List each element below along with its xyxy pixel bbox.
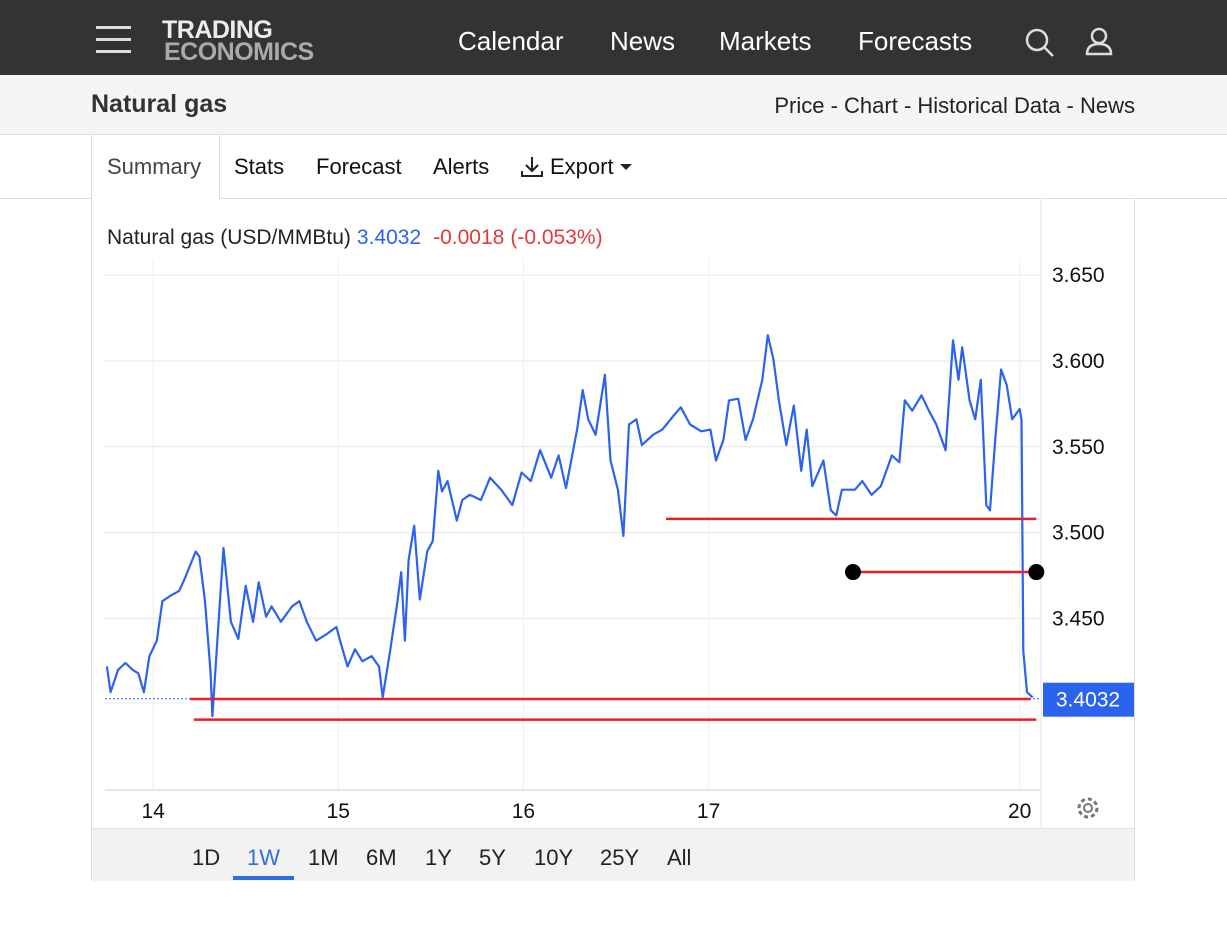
logo[interactable]: TRADING (162, 16, 273, 44)
y-tick-label: 3.500 (1052, 522, 1105, 545)
header-links[interactable]: Price - Chart - Historical Data - News (774, 93, 1135, 118)
tab[interactable]: Export (550, 154, 614, 179)
tab[interactable]: Summary (107, 154, 202, 179)
legend-change: -0.0018 (433, 226, 504, 249)
drawn-endpoint (1028, 564, 1045, 581)
sub-header: Natural gas Price - Chart - Historical D… (0, 75, 1227, 135)
caret (620, 164, 632, 170)
legend: Natural gas (USD/MMBtu) 3.4032 -0.0018 (-0.… (107, 226, 603, 249)
price-line (105, 334, 1034, 718)
y-tick-label: 3.550 (1052, 436, 1105, 459)
x-tick-label: 15 (327, 800, 350, 823)
download-icon (521, 157, 543, 177)
legend-title: Natural gas (USD/MMBtu) (107, 226, 351, 249)
drawn-endpoint (845, 564, 861, 581)
chart: Natural gas (USD/MMBtu) 3.4032 -0.0018 (-0.… (105, 198, 1134, 828)
x-tick-label: 17 (697, 800, 720, 823)
y-tick-label: 3.650 (1052, 264, 1105, 287)
y-tick-label: 3.600 (1052, 350, 1105, 373)
nav-link[interactable]: Calendar (458, 26, 564, 56)
menu-icon[interactable] (96, 26, 132, 54)
nav-bar: TRADING ECONOMICS Calendar News Markets … (0, 0, 1227, 75)
range-bar (92, 828, 1134, 881)
range-button[interactable]: All (667, 845, 692, 870)
tab[interactable]: Stats (234, 154, 285, 179)
price-tag-label: 3.4032 (1056, 689, 1120, 712)
settings-icon[interactable] (1077, 797, 1099, 819)
nav-link[interactable]: Markets (719, 26, 812, 56)
range-button[interactable]: 10Y (534, 845, 574, 870)
tab[interactable]: Forecast (316, 154, 402, 179)
range-button[interactable]: 1Y (425, 845, 452, 870)
range-button[interactable]: 5Y (479, 845, 506, 870)
search-icon[interactable] (1025, 28, 1055, 58)
user-icon[interactable] (1085, 27, 1113, 57)
range-button[interactable]: 1D (192, 845, 221, 870)
range-button[interactable]: 1M (308, 845, 339, 870)
tab-bar: Summary Stats Forecast Alerts Export (0, 135, 1227, 199)
x-tick-label: 20 (1008, 800, 1031, 823)
range-underline (233, 876, 294, 880)
price-tag (1043, 682, 1134, 717)
range-button[interactable]: 1W (247, 845, 280, 870)
logo[interactable]: ECONOMICS (164, 38, 314, 66)
range-button[interactable]: 6M (366, 845, 397, 870)
page-title: Natural gas (91, 90, 228, 118)
tab[interactable]: Alerts (433, 154, 490, 179)
active-tab-bg (91, 135, 220, 199)
range-button[interactable]: 25Y (600, 845, 640, 870)
nav-link[interactable]: Forecasts (858, 26, 973, 56)
x-tick-label: 16 (512, 800, 535, 823)
nav-link[interactable]: News (610, 26, 676, 56)
x-tick-label: 14 (141, 800, 165, 823)
legend-change-pct: (-0.053%) (510, 226, 602, 249)
legend-last: 3.4032 (357, 226, 421, 249)
y-tick-label: 3.450 (1052, 607, 1105, 630)
